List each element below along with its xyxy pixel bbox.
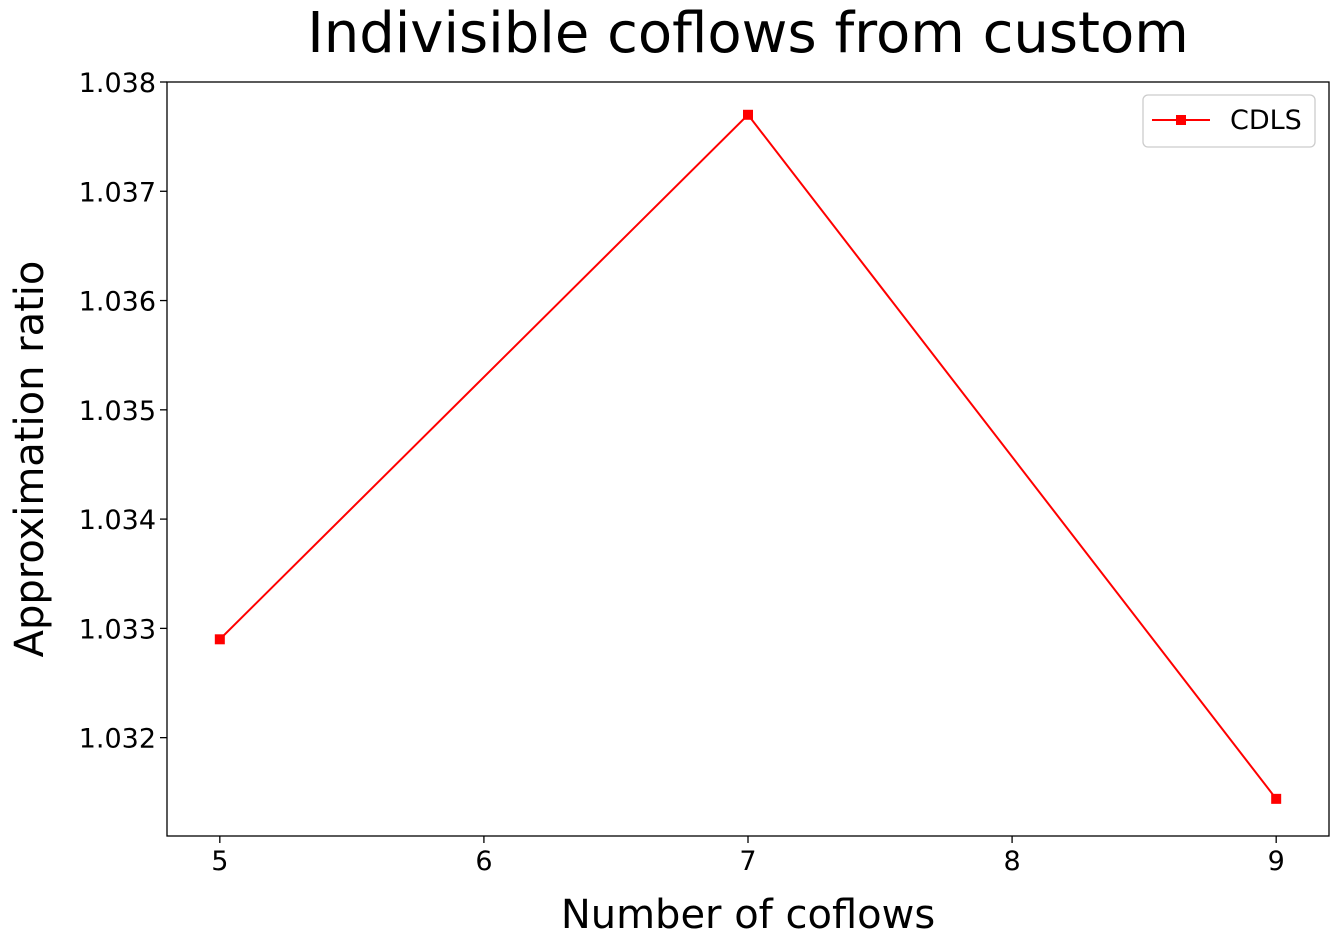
legend-box <box>1142 94 1316 148</box>
y-tick-label: 1.038 <box>79 68 156 99</box>
y-tick-label: 1.037 <box>79 177 156 208</box>
x-axis-ticks: 5 6 7 8 9 <box>211 836 1285 877</box>
data-point-marker <box>214 634 225 645</box>
legend: CDLS <box>1142 94 1316 148</box>
data-point-marker <box>743 109 753 120</box>
series-layer <box>214 109 1282 804</box>
y-tick-label: 1.035 <box>79 396 156 427</box>
x-axis-label: Number of coflows <box>561 892 935 938</box>
x-tick-label: 6 <box>475 846 492 877</box>
x-tick-label: 7 <box>739 846 756 877</box>
y-axis-label: Approximation ratio <box>7 261 53 658</box>
plot-frame <box>166 81 1330 837</box>
data-point-marker <box>1271 793 1282 804</box>
legend-marker <box>1176 115 1186 125</box>
y-tick-label: 1.036 <box>79 287 156 318</box>
x-tick-label: 5 <box>211 846 228 877</box>
chart-title: Indivisible coflows from custom <box>307 1 1189 66</box>
y-tick-label: 1.034 <box>79 505 156 536</box>
x-tick-label: 9 <box>1268 846 1285 877</box>
x-tick-label: 8 <box>1003 846 1020 877</box>
y-tick-label: 1.033 <box>79 614 156 645</box>
y-axis-ticks: 1.032 1.033 1.034 1.035 1.036 1.037 1.038 <box>79 68 167 755</box>
legend-label: CDLS <box>1230 105 1302 136</box>
y-tick-label: 1.032 <box>79 724 156 755</box>
